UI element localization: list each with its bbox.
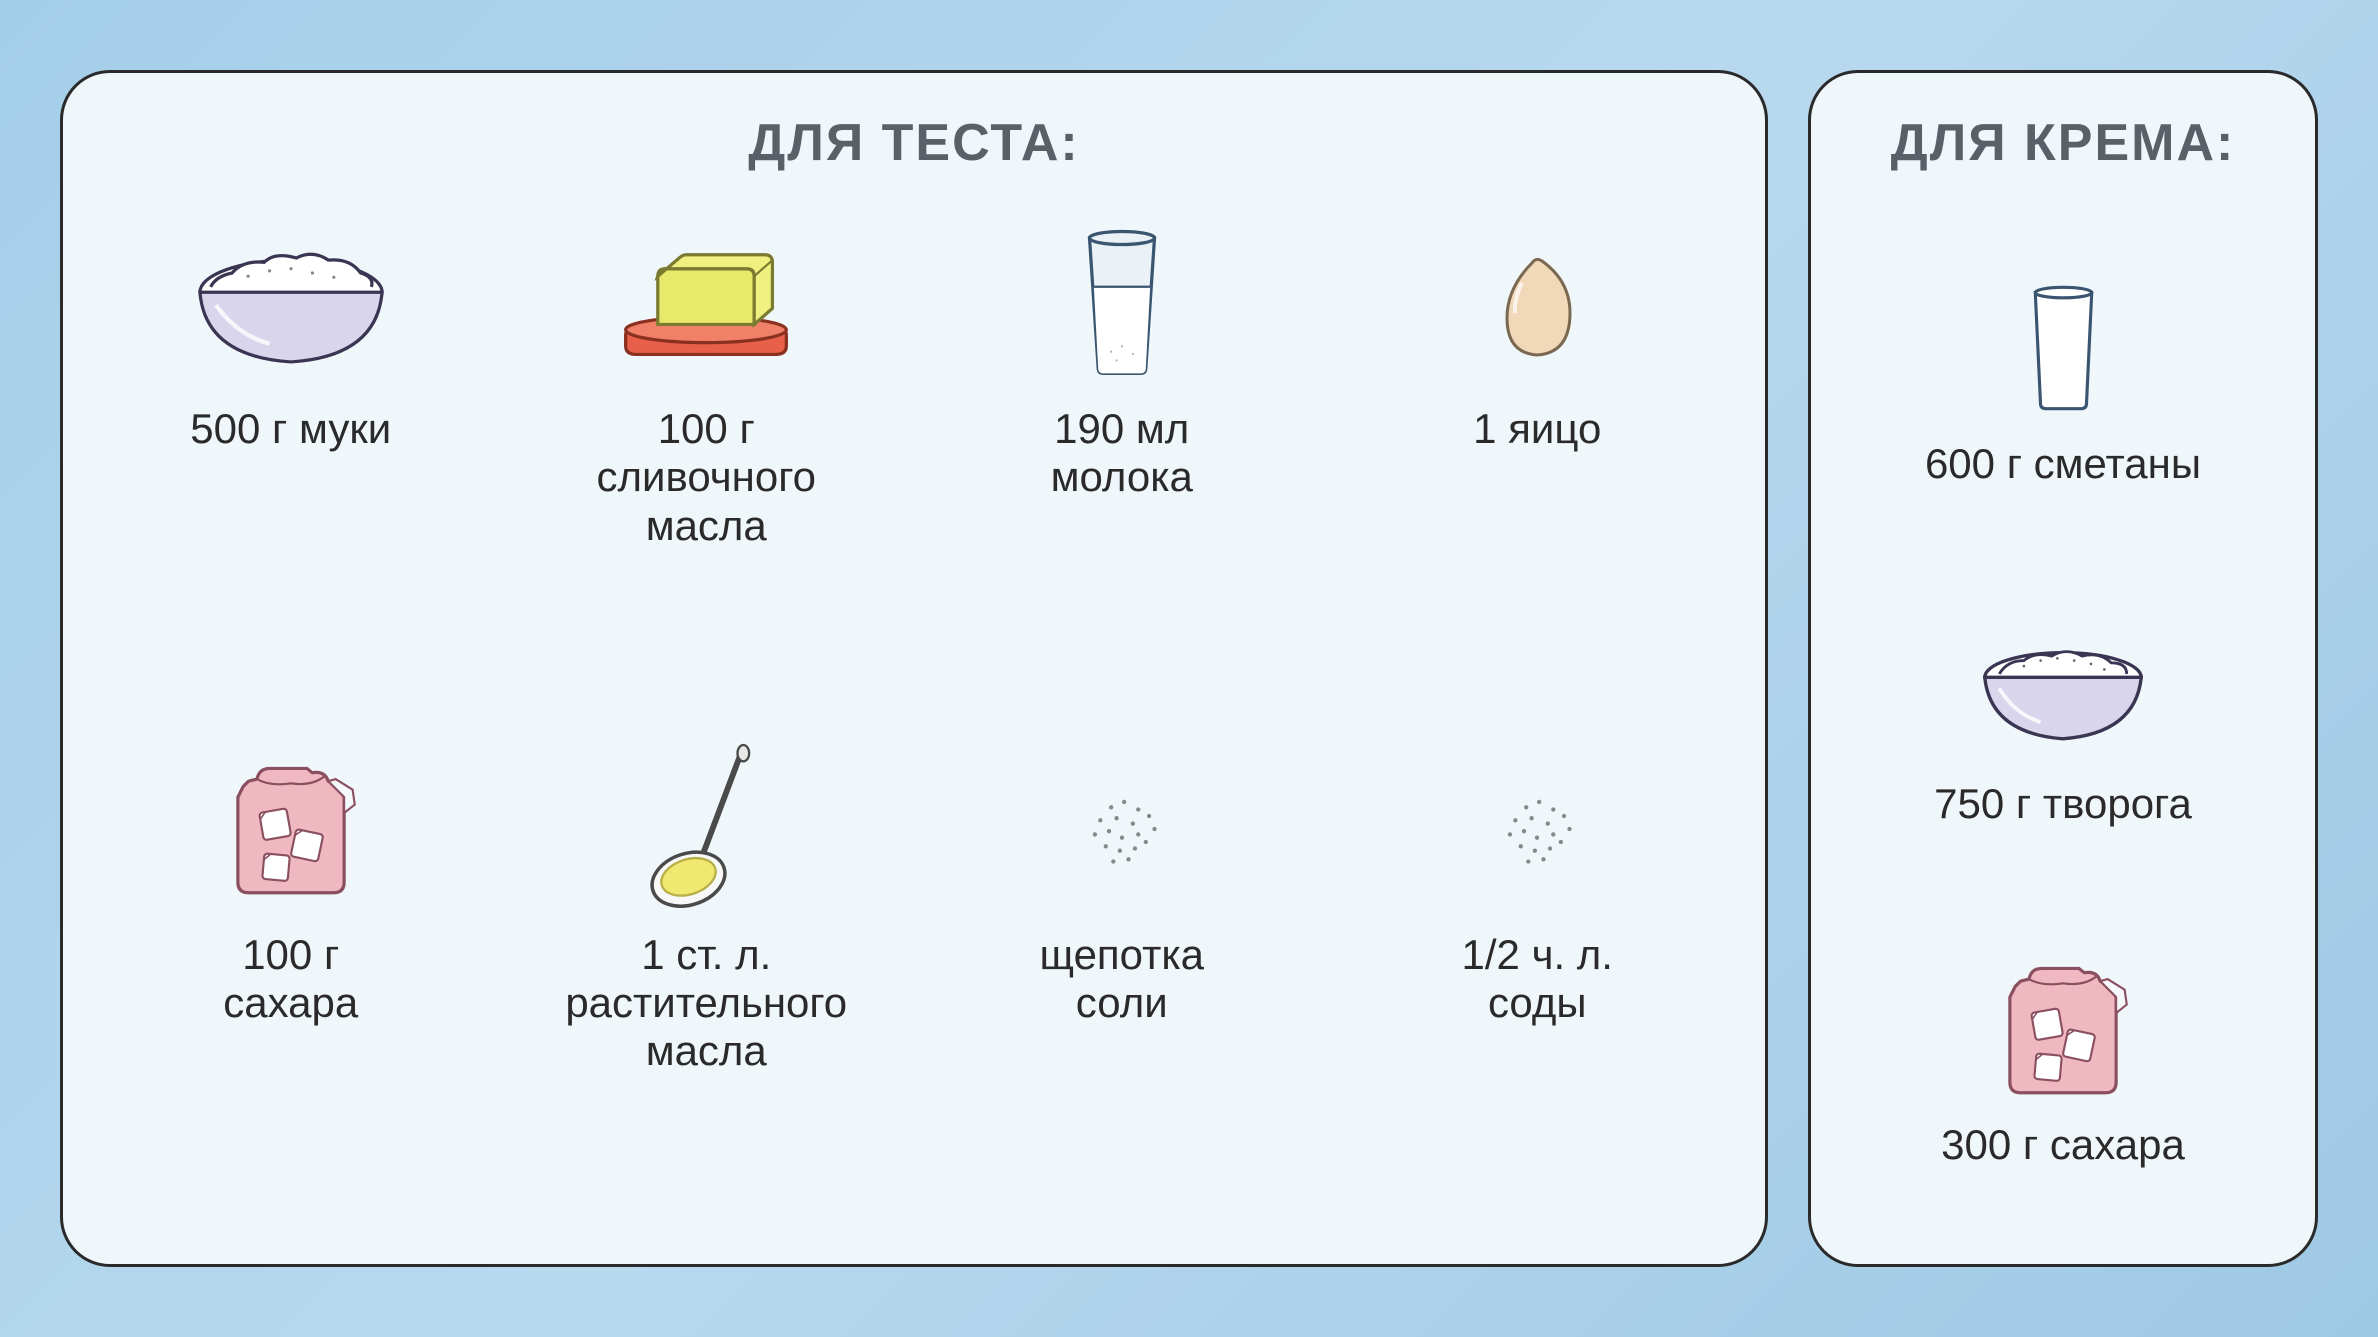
ingredient-butter: 100 гсливочногомасла <box>509 213 905 699</box>
cream-grid: 600 г сметаны 750 г творога 300 г сахара <box>1841 213 2285 1224</box>
ingredient-sour-cream: 600 г сметаны <box>1841 268 2285 488</box>
ingredient-salt: щепоткасоли <box>924 739 1320 1225</box>
dough-panel: ДЛЯ ТЕСТА: 500 г муки 100 гсливочногомас… <box>60 70 1768 1267</box>
ingredient-cream-sugar: 300 г сахара <box>1841 949 2285 1169</box>
ingredient-label: 1/2 ч. л.соды <box>1462 931 1613 1028</box>
ingredient-label: 750 г творога <box>1934 780 2192 828</box>
dough-title: ДЛЯ ТЕСТА: <box>748 113 1079 173</box>
ingredient-egg: 1 яицо <box>1340 213 1736 699</box>
ingredient-label: 1 яицо <box>1473 405 1601 453</box>
salt-pinch-icon <box>924 739 1320 919</box>
cream-title: ДЛЯ КРЕМА: <box>1891 113 2236 173</box>
milk-glass-icon <box>924 213 1320 393</box>
ingredient-flour: 500 г муки <box>93 213 489 699</box>
ingredient-label: щепоткасоли <box>1039 931 1204 1028</box>
dough-grid: 500 г муки 100 гсливочногомасла 190 млмо… <box>93 213 1735 1224</box>
ingredient-milk: 190 млмолока <box>924 213 1320 699</box>
butter-icon <box>509 213 905 393</box>
ingredient-label: 100 гсливочногомасла <box>597 405 816 550</box>
ingredient-label: 100 гсахара <box>223 931 358 1028</box>
ingredient-label: 1 ст. л.растительногомасла <box>565 931 847 1076</box>
ingredient-label: 600 г сметаны <box>1925 440 2201 488</box>
curd-bowl-icon <box>1841 608 2285 768</box>
oil-spoon-icon <box>509 739 905 919</box>
ingredient-soda: 1/2 ч. л.соды <box>1340 739 1736 1225</box>
ingredient-label: 500 г муки <box>190 405 391 453</box>
ingredient-label: 190 млмолока <box>1051 405 1193 502</box>
egg-icon <box>1340 213 1736 393</box>
soda-pinch-icon <box>1340 739 1736 919</box>
cream-panel: ДЛЯ КРЕМА: 600 г сметаны 750 г творога 3… <box>1808 70 2318 1267</box>
ingredient-oil: 1 ст. л.растительногомасла <box>509 739 905 1225</box>
sour-cream-glass-icon <box>1841 268 2285 428</box>
sugar-bag-icon <box>93 739 489 919</box>
ingredient-sugar: 100 гсахара <box>93 739 489 1225</box>
sugar-bag-icon <box>1841 949 2285 1109</box>
ingredient-label: 300 г сахара <box>1941 1121 2185 1169</box>
flour-bowl-icon <box>93 213 489 393</box>
ingredient-curd: 750 г творога <box>1841 608 2285 828</box>
